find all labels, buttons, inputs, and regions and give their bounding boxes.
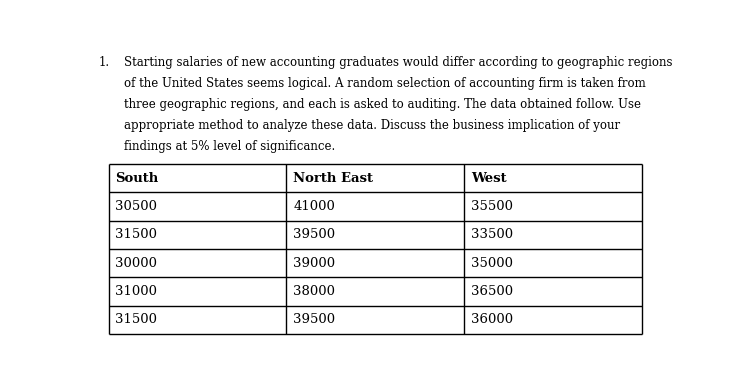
Text: Starting salaries of new accounting graduates would differ according to geograph: Starting salaries of new accounting grad…: [124, 56, 673, 69]
Text: 33500: 33500: [471, 228, 513, 241]
Text: findings at 5% level of significance.: findings at 5% level of significance.: [124, 140, 336, 153]
Text: 31000: 31000: [116, 285, 157, 298]
Text: South: South: [116, 172, 159, 185]
Text: 30500: 30500: [116, 200, 157, 213]
Text: 41000: 41000: [293, 200, 335, 213]
Text: 31500: 31500: [116, 228, 157, 241]
Text: West: West: [471, 172, 507, 185]
Text: 39500: 39500: [293, 313, 335, 326]
Text: 31500: 31500: [116, 313, 157, 326]
Text: 36000: 36000: [471, 313, 513, 326]
Text: appropriate method to analyze these data. Discuss the business implication of yo: appropriate method to analyze these data…: [124, 119, 621, 132]
Text: 1.: 1.: [98, 56, 109, 69]
Text: 38000: 38000: [293, 285, 335, 298]
Text: 35000: 35000: [471, 256, 513, 269]
Text: 39500: 39500: [293, 228, 335, 241]
Text: of the United States seems logical. A random selection of accounting firm is tak: of the United States seems logical. A ra…: [124, 77, 646, 90]
Text: 30000: 30000: [116, 256, 157, 269]
Text: 36500: 36500: [471, 285, 513, 298]
Text: 35500: 35500: [471, 200, 513, 213]
Text: North East: North East: [293, 172, 373, 185]
Text: 39000: 39000: [293, 256, 335, 269]
Text: three geographic regions, and each is asked to auditing. The data obtained follo: three geographic regions, and each is as…: [124, 98, 641, 111]
